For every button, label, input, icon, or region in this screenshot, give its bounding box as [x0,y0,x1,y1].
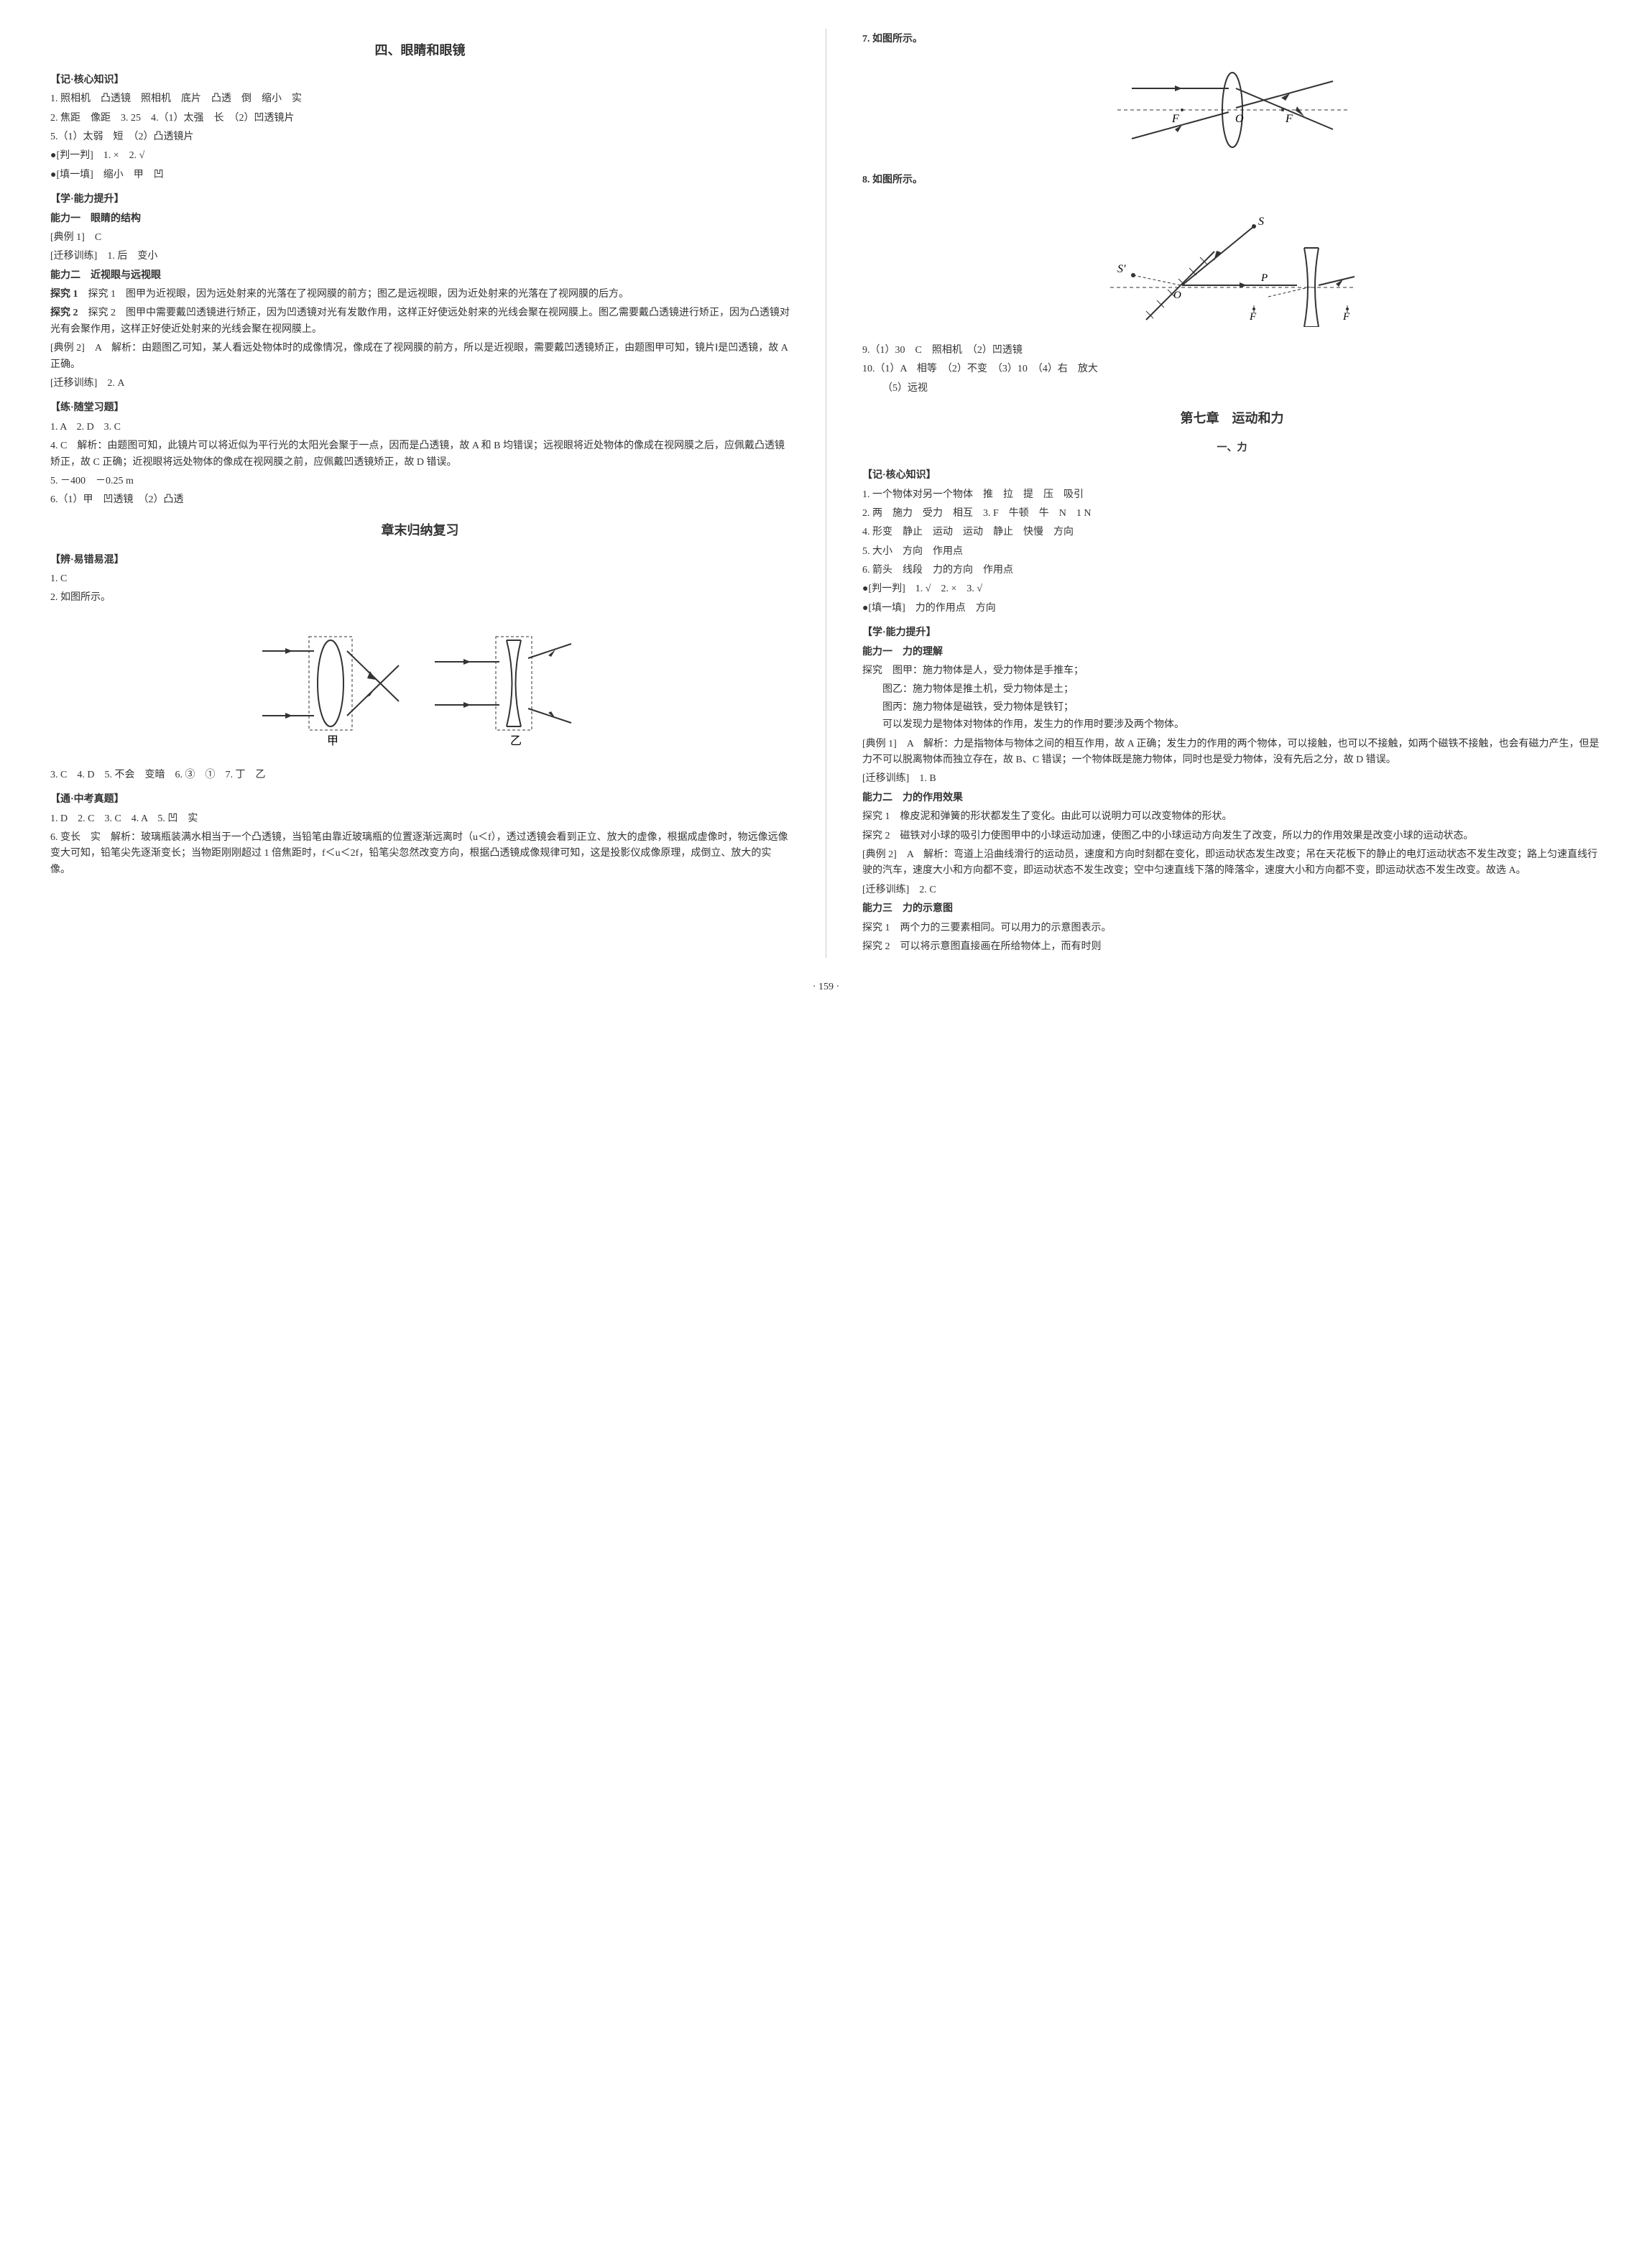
left-column: 四、眼睛和眼镜 【记·核心知识】 1. 照相机 凸透镜 照相机 底片 凸透 倒 … [43,29,797,958]
text-line: ●[填一填] 缩小 甲 凹 [50,167,790,183]
head-xue-ability-2: 【学·能力提升】 [862,625,1602,641]
ability-1-force: 能力一 力的理解 [862,645,1602,660]
transfer-train-2: [迁移训练] 2. A [50,376,790,392]
page-number: · 159 · [43,979,1609,995]
explore-1-text: 探究 1 图甲为近视眼，因为远处射来的光落在了视网膜的前方；图乙是远视眼，因为近… [88,289,629,300]
section-title-eyes: 四、眼睛和眼镜 [50,40,790,61]
label-S: S [1258,216,1264,228]
label-yi: 乙 [510,735,522,747]
text-line: 1. C [50,571,790,587]
convex-lens-ray-diagram: F F O [862,56,1602,164]
text-line: 2. 如图所示。 [50,590,790,606]
section-force-title: 一、力 [862,440,1602,456]
lens-diagram-pair: 甲 乙 [50,615,790,759]
explore-force: 探究 图甲：施力物体是人，受力物体是手推车； [862,663,1602,679]
label-F-right: F [1285,113,1293,125]
ability-2-force-effect: 能力二 力的作用效果 [862,790,1602,806]
ability-2-title: 能力二 近视眼与远视眼 [50,268,790,284]
transfer-1-force: [迁移训练] 1. B [862,771,1602,787]
text-line: ●[判一判] 1. × 2. √ [50,148,790,164]
label-Sp: S′ [1117,263,1126,275]
label-O: O [1235,113,1244,125]
text-line: 1. 一个物体对另一个物体 推 拉 提 压 吸引 [862,487,1602,503]
label-F-left: F [1171,113,1179,125]
label-O2: O [1173,290,1181,301]
text-line: 5.（1）太弱 短 （2）凸透镜片 [50,129,790,145]
text-line: 2. 焦距 像距 3. 25 4.（1）太强 长 （2）凹透镜片 [50,111,790,126]
text-line: 6.（1）甲 凹透镜 （2）凸透 [50,492,790,508]
head-ji-core: 【记·核心知识】 [50,73,790,88]
text-line: 5. 大小 方向 作用点 [862,544,1602,560]
example-2-force: [典例 2] A 解析：弯道上沿曲线滑行的运动员，速度和方向时刻都在变化，即运动… [862,847,1602,880]
ability-3-force-diagram: 能力三 力的示意图 [862,901,1602,917]
label-jia: 甲 [327,735,338,747]
explore-1-effect: 探究 1 橡皮泥和弹簧的形状都发生了变化。由此可以说明力可以改变物体的形状。 [862,809,1602,825]
text-line: 2. 两 施力 受力 相互 3. F 牛顿 牛 N 1 N [862,506,1602,522]
text-line: 6. 箭头 线段 力的方向 作用点 [862,563,1602,578]
q7-label: 7. 如图所示。 [862,32,1602,47]
q10b-text: （5）远视 [862,381,1602,397]
explore-2-diagram: 探究 2 可以将示意图直接画在所给物体上，而有时则 [862,939,1602,955]
explore-2: 探究 2 探究 2 图甲中需要戴凹透镜进行矫正，因为凹透镜对光有发散作用，这样正… [50,305,790,338]
q10-text: 10.（1）A 相等 （2）不变 （3）10 （4）右 放大 [862,361,1602,377]
explore-1-diagram: 探究 1 两个力的三要素相同。可以用力的示意图表示。 [862,920,1602,936]
example-1-force: [典例 1] A 解析：力是指物体与物体之间的相互作用，故 A 正确；发生力的作… [862,737,1602,769]
example-2: [典例 2] A 解析：由题图乙可知，某人看远处物体时的成像情况，像成在了视网膜… [50,341,790,373]
explore-1: 探究 1 探究 1 图甲为近视眼，因为远处射来的光落在了视网膜的前方；图乙是远视… [50,287,790,303]
section-title-chapter-review: 章末归纳复习 [50,520,790,541]
explore-force-c: 图丙：施力物体是磁铁，受力物体是铁钉； [862,700,1602,716]
chapter-7-title: 第七章 运动和力 [862,408,1602,429]
explore-2-effect: 探究 2 磁铁对小球的吸引力使图甲中的小球运动加速，使图乙中的小球运动方向发生了… [862,829,1602,844]
text-line: ●[判一判] 1. √ 2. × 3. √ [862,581,1602,597]
transfer-train-1: [迁移训练] 1. 后 变小 [50,249,790,264]
explore-2-text: 探究 2 图甲中需要戴凹透镜进行矫正，因为凹透镜对光有发散作用，这样正好使远处射… [50,308,790,334]
text-line: 1. D 2. C 3. C 4. A 5. 凹 实 [50,811,790,827]
mirror-lens-diagram: O S S′ P [862,198,1602,334]
q8-label: 8. 如图所示。 [862,172,1602,188]
ability-1-title: 能力一 眼睛的结构 [50,211,790,227]
text-line: 1. A 2. D 3. C [50,420,790,435]
head-ji-core-2: 【记·核心知识】 [862,468,1602,484]
label-P: P [1260,272,1268,284]
head-lian-practice: 【练·随堂习题】 [50,400,790,416]
label-F2r: F [1342,311,1350,323]
head-xue-ability: 【学·能力提升】 [50,192,790,208]
example-1: [典例 1] C [50,230,790,246]
explore-force-b: 图乙：施力物体是推土机，受力物体是土； [862,682,1602,698]
text-line: 4. C 解析：由题图可知，此镜片可以将近似为平行光的太阳光会聚于一点，因而是凸… [50,438,790,471]
explore-force-d: 可以发现力是物体对物体的作用，发生力的作用时要涉及两个物体。 [862,717,1602,733]
head-tong-zhongkao: 【通·中考真题】 [50,792,790,808]
label-F2l: F [1249,311,1257,323]
transfer-2-force: [迁移训练] 2. C [862,882,1602,898]
text-line: ●[填一填] 力的作用点 方向 [862,601,1602,617]
text-line: 1. 照相机 凸透镜 照相机 底片 凸透 倒 缩小 实 [50,91,790,107]
page-container: 四、眼睛和眼镜 【记·核心知识】 1. 照相机 凸透镜 照相机 底片 凸透 倒 … [43,29,1609,958]
text-line: 6. 变长 实 解析：玻璃瓶装满水相当于一个凸透镜，当铅笔由靠近玻璃瓶的位置逐渐… [50,830,790,878]
text-line: 4. 形变 静止 运动 运动 静止 快慢 方向 [862,525,1602,540]
head-bian-errors: 【辨·易错易混】 [50,553,790,568]
text-line: 3. C 4. D 5. 不会 变暗 6. ③ ① 7. 丁 乙 [50,767,790,783]
right-column: 7. 如图所示。 F F O 8. 如图所 [855,29,1609,958]
text-line: 5. －400 －0.25 m [50,474,790,489]
q9-text: 9.（1）30 C 照相机 （2）凹透镜 [862,343,1602,359]
